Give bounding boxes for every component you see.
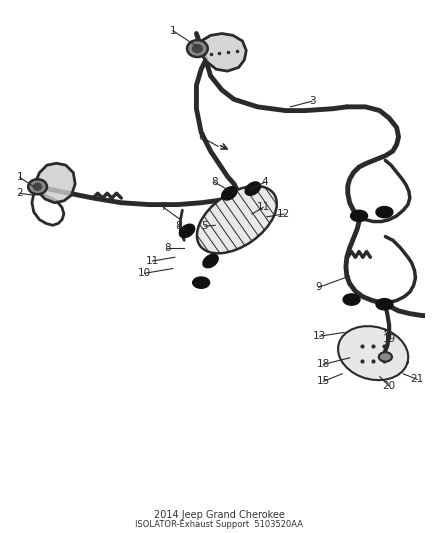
Polygon shape: [34, 163, 75, 203]
Text: 8: 8: [175, 221, 182, 231]
Text: 4: 4: [262, 177, 268, 187]
Ellipse shape: [197, 186, 277, 253]
Text: 1: 1: [170, 26, 176, 36]
Text: 13: 13: [313, 331, 326, 341]
Text: ISOLATOR-Exhaust Support  5103520AA: ISOLATOR-Exhaust Support 5103520AA: [135, 520, 303, 529]
Text: 6: 6: [198, 132, 205, 142]
Text: 9: 9: [315, 282, 322, 292]
Text: 15: 15: [317, 376, 330, 386]
Text: 20: 20: [382, 381, 396, 391]
Text: 2014 Jeep Grand Cherokee: 2014 Jeep Grand Cherokee: [154, 510, 284, 520]
Text: 11: 11: [257, 203, 270, 213]
Text: 19: 19: [382, 334, 396, 344]
Text: 3: 3: [309, 96, 315, 106]
Text: 12: 12: [277, 209, 290, 219]
Text: 10: 10: [138, 268, 151, 278]
Text: 11: 11: [145, 256, 159, 266]
Ellipse shape: [379, 352, 392, 361]
Ellipse shape: [192, 44, 203, 53]
Ellipse shape: [33, 182, 42, 191]
Ellipse shape: [28, 179, 47, 194]
Ellipse shape: [376, 206, 393, 218]
Polygon shape: [196, 34, 246, 71]
Text: 1: 1: [16, 172, 23, 182]
Polygon shape: [338, 326, 408, 380]
Text: 7: 7: [160, 203, 167, 213]
Ellipse shape: [203, 254, 218, 268]
Text: 5: 5: [201, 221, 208, 231]
Ellipse shape: [222, 187, 237, 200]
Text: 2: 2: [16, 188, 23, 198]
Text: 21: 21: [411, 375, 424, 384]
Text: 8: 8: [164, 243, 171, 253]
Text: 8: 8: [211, 177, 218, 187]
Ellipse shape: [245, 182, 261, 195]
Ellipse shape: [187, 40, 208, 57]
Ellipse shape: [180, 224, 194, 238]
Text: 18: 18: [317, 359, 330, 369]
Ellipse shape: [376, 298, 393, 310]
Ellipse shape: [193, 277, 210, 288]
Ellipse shape: [350, 210, 367, 222]
Ellipse shape: [343, 294, 360, 305]
